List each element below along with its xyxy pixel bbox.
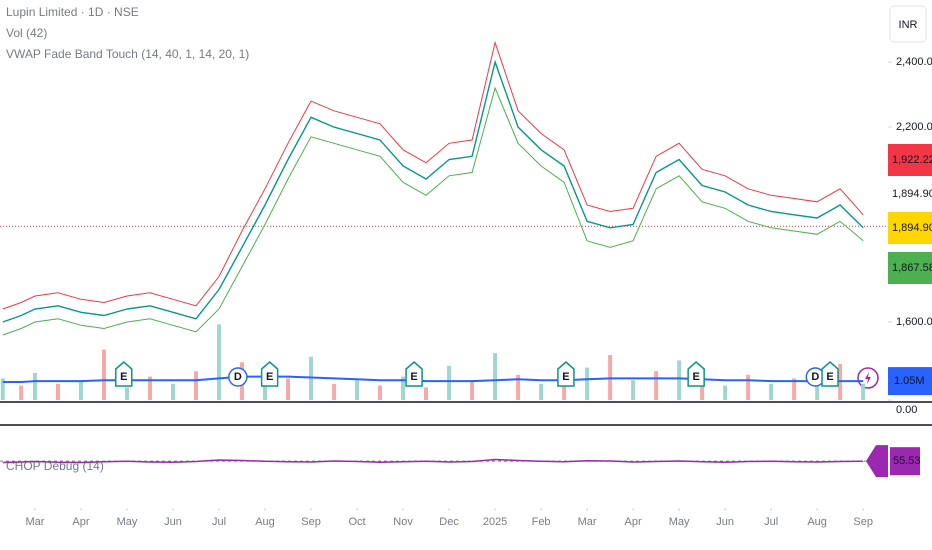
volume-bar — [147, 376, 152, 400]
volume-bar — [286, 378, 291, 400]
volume-bar — [677, 360, 682, 400]
x-tick-label: Aug — [255, 516, 275, 528]
chop-line — [2, 458, 864, 464]
price-line — [2, 40, 864, 310]
x-tick-label: Sep — [853, 516, 873, 528]
volume-bar — [769, 383, 774, 400]
earnings-marker — [260, 361, 279, 387]
volume-bar — [585, 367, 590, 400]
volume-bar — [355, 380, 360, 400]
volume-bar — [401, 376, 406, 400]
chop-flag — [866, 445, 888, 478]
volume-bar — [55, 383, 60, 400]
indicator-label: VWAP Fade Band Touch (14, 40, 1, 14, 20,… — [6, 47, 249, 61]
volume-bar — [19, 385, 24, 400]
x-tick-label: May — [117, 516, 138, 528]
y-tick-label: 0.00 — [896, 404, 917, 416]
x-tick-label: 2025 — [483, 516, 507, 528]
volume-bar — [124, 387, 129, 400]
x-tick-label: Jun — [164, 516, 182, 528]
dividend-marker — [228, 367, 248, 387]
price-label-bg — [888, 212, 932, 244]
event-label: D — [234, 371, 242, 383]
volume-ma — [2, 375, 864, 383]
volume-bar — [861, 383, 866, 400]
x-tick-label: Oct — [348, 516, 365, 528]
volume-bar — [424, 387, 429, 400]
x-tick-label: Aug — [807, 516, 827, 528]
event-label: E — [692, 371, 699, 383]
earnings-marker — [115, 361, 133, 387]
y-tick-label: 2,200.00 — [896, 121, 932, 133]
symbol-title: Lupin Limited · 1D · NSE — [6, 5, 139, 19]
volume-bar — [539, 383, 544, 400]
x-tick-label: Feb — [532, 516, 551, 528]
price-label: 1,894.90 — [892, 188, 932, 200]
volume-bar — [217, 324, 222, 400]
price-label: 1,894.90 — [892, 222, 932, 234]
price-label-bg — [888, 252, 932, 284]
volume-label-bg — [888, 367, 932, 396]
x-tick-label: Nov — [393, 516, 413, 528]
volume-bar — [654, 371, 659, 400]
volume-bar — [378, 385, 383, 400]
volume-label: 1.05M — [894, 375, 925, 387]
x-tick-label: May — [669, 516, 690, 528]
volume-bar — [194, 371, 199, 400]
volume-bar — [493, 353, 498, 400]
volume-bar — [700, 382, 705, 400]
x-tick-label: Jul — [764, 516, 778, 528]
x-tick-label: Jul — [212, 516, 226, 528]
y-tick-label: 2,400.00 — [896, 56, 932, 68]
volume-bar — [101, 349, 106, 400]
x-tick-label: Apr — [72, 516, 89, 528]
lightning-icon[interactable] — [857, 367, 879, 389]
price-label-bg — [888, 178, 932, 210]
x-tick-label: Mar — [578, 516, 597, 528]
price-line — [2, 86, 864, 336]
volume-bar — [332, 383, 337, 400]
price-label: 1,922.22 — [892, 154, 932, 166]
price-label-bg — [888, 144, 932, 176]
earnings-marker — [557, 361, 575, 387]
indicator-label: Vol (42) — [6, 26, 47, 40]
chop-label-bg — [890, 447, 920, 476]
event-label: E — [266, 371, 273, 383]
volume-bar — [516, 374, 521, 400]
earnings-marker — [405, 361, 423, 387]
x-tick-label: Mar — [25, 516, 44, 528]
volume-bar — [746, 374, 751, 400]
x-tick-label: Sep — [301, 516, 321, 528]
volume-bar — [470, 382, 475, 400]
event-label: E — [826, 371, 833, 383]
event-label: E — [120, 371, 127, 383]
volume-bar — [723, 385, 728, 400]
volume-bar — [562, 378, 567, 400]
volume-bar — [792, 378, 797, 400]
volume-bar — [32, 373, 37, 400]
earnings-marker — [821, 361, 839, 387]
x-tick-label: Apr — [625, 516, 642, 528]
volume-bar — [170, 383, 175, 400]
volume-bar — [78, 380, 83, 400]
x-tick-label: Jun — [716, 516, 734, 528]
price-label: 1,867.58 — [892, 262, 932, 274]
x-tick-label: Dec — [439, 516, 459, 528]
event-label: D — [811, 371, 819, 383]
price-line — [2, 59, 864, 323]
volume-bar — [447, 365, 452, 400]
volume-bar — [631, 380, 636, 400]
y-tick-label: 1,600.00 — [896, 316, 932, 328]
currency[interactable]: INR — [899, 19, 918, 31]
event-label: E — [562, 371, 569, 383]
volume-bar — [0, 378, 5, 400]
earnings-marker — [687, 361, 705, 387]
chop-label: 55.53 — [893, 455, 921, 467]
event-label: E — [410, 371, 417, 383]
currency-button[interactable] — [889, 5, 927, 43]
